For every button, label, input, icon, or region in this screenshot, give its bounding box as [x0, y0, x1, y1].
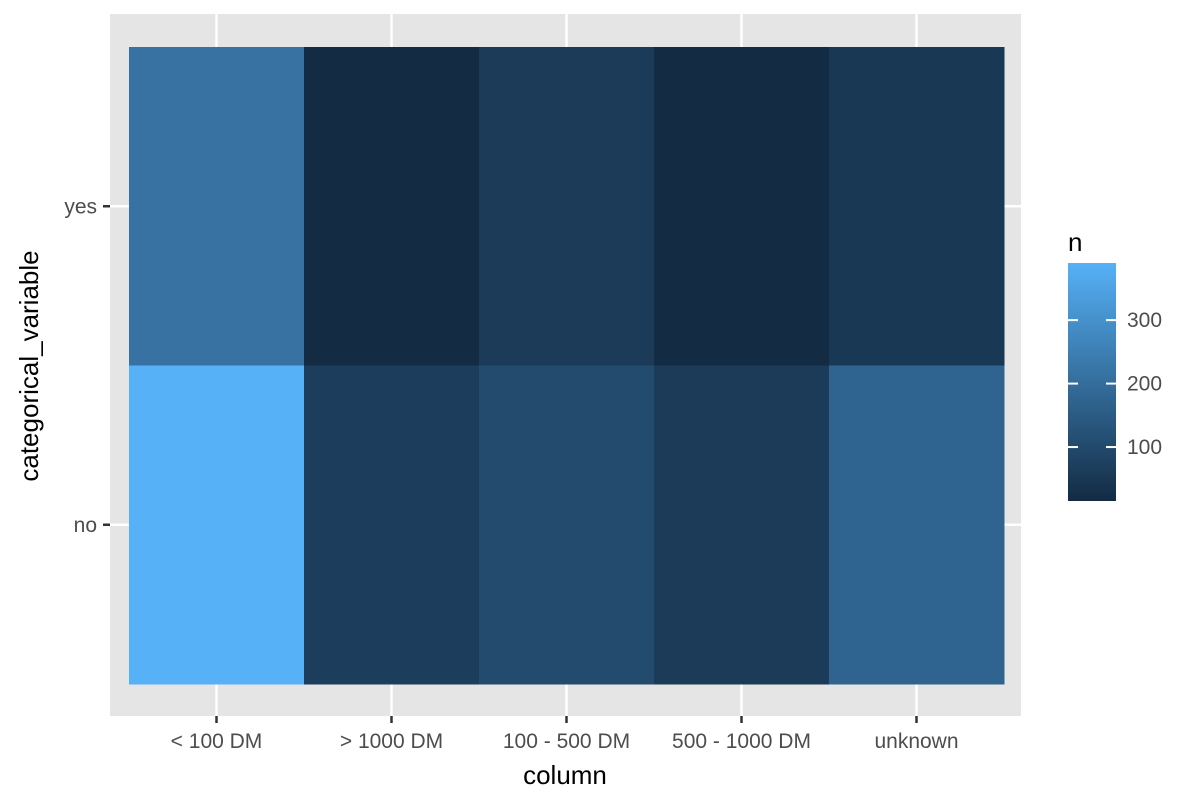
heatmap-tile	[829, 47, 1005, 366]
legend-tick-label: 200	[1127, 373, 1162, 396]
legend-tick-label: 100	[1127, 436, 1162, 459]
y-tick-label: no	[74, 514, 97, 537]
x-tick-label: 500 - 1000 DM	[672, 730, 811, 753]
heatmap-tile	[654, 365, 830, 685]
legend-colorbar	[1068, 263, 1116, 501]
heatmap-tiles	[129, 47, 1005, 685]
x-tick-label: 100 - 500 DM	[503, 730, 630, 753]
heatmap-tile	[129, 365, 305, 685]
legend: n 100 200 300	[1068, 227, 1162, 501]
heatmap-tile	[129, 47, 305, 366]
x-tick-label: unknown	[874, 730, 958, 753]
heatmap-tile	[654, 47, 830, 366]
heatmap-tile	[304, 47, 480, 366]
x-tick-label: > 1000 DM	[340, 730, 443, 753]
heatmap-tile	[479, 47, 655, 366]
x-axis-title: column	[523, 760, 607, 790]
heatmap-tile	[304, 365, 480, 685]
heatmap-tile	[479, 365, 655, 685]
legend-tick-label: 300	[1127, 309, 1162, 332]
y-axis: yes no	[64, 195, 110, 537]
y-axis-title: categorical_variable	[14, 250, 44, 481]
x-axis: < 100 DM > 1000 DM 100 - 500 DM 500 - 1000 …	[171, 716, 959, 753]
legend-title: n	[1068, 227, 1082, 257]
heatmap-tile	[829, 365, 1005, 685]
x-tick-label: < 100 DM	[171, 730, 263, 753]
y-tick-label: yes	[64, 195, 97, 218]
